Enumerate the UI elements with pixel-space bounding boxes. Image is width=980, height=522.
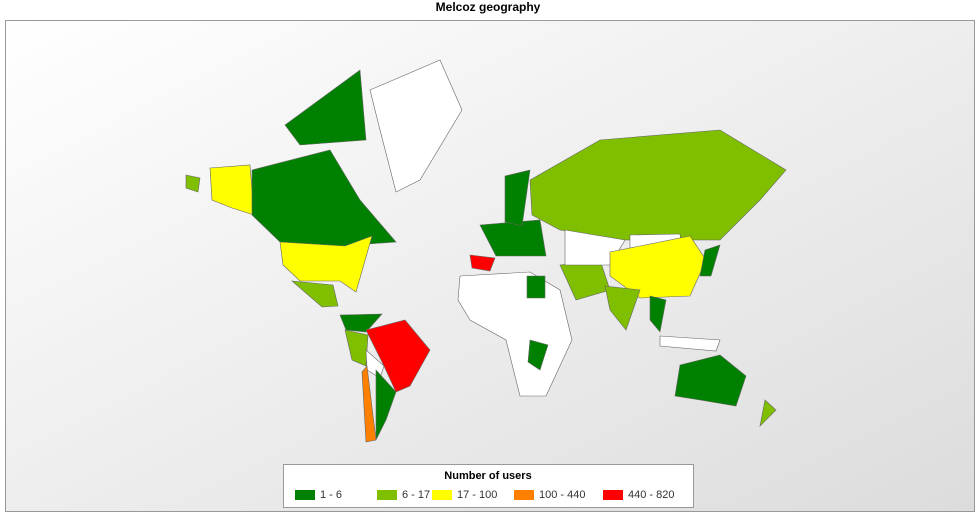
country xyxy=(361,365,377,443)
country xyxy=(344,329,369,367)
country xyxy=(185,174,201,193)
country xyxy=(604,285,641,331)
country xyxy=(527,339,549,371)
world-map xyxy=(185,59,787,443)
country xyxy=(375,369,397,441)
country xyxy=(339,313,383,333)
country xyxy=(504,169,531,227)
country xyxy=(609,235,707,299)
legend-swatch[interactable] xyxy=(377,490,397,500)
legend-title: Number of users xyxy=(444,470,531,482)
legend-box xyxy=(283,464,694,508)
country xyxy=(529,129,787,241)
country xyxy=(699,244,721,277)
country xyxy=(291,280,339,308)
map-title: Melcoz geography xyxy=(436,0,541,14)
legend-label[interactable]: 440 - 820 xyxy=(628,489,674,501)
country xyxy=(284,69,367,146)
country xyxy=(369,59,463,193)
country xyxy=(759,399,777,427)
country xyxy=(469,254,496,272)
country xyxy=(279,235,373,293)
legend-label[interactable]: 1 - 6 xyxy=(320,489,342,501)
country xyxy=(526,275,546,299)
legend-swatch[interactable] xyxy=(295,490,315,500)
legend-swatch[interactable] xyxy=(514,490,534,500)
country xyxy=(659,335,721,352)
legend-swatch[interactable] xyxy=(603,490,623,500)
country xyxy=(649,295,667,333)
legend-swatch[interactable] xyxy=(432,490,452,500)
legend-items: 1 - 6 6 - 17 17 - 100 100 - 440 440 - 820 xyxy=(295,489,674,501)
country xyxy=(209,164,255,216)
legend-label[interactable]: 6 - 17 xyxy=(402,489,430,501)
legend-label[interactable]: 17 - 100 xyxy=(457,489,497,501)
legend-label[interactable]: 100 - 440 xyxy=(539,489,585,501)
country xyxy=(674,354,747,407)
